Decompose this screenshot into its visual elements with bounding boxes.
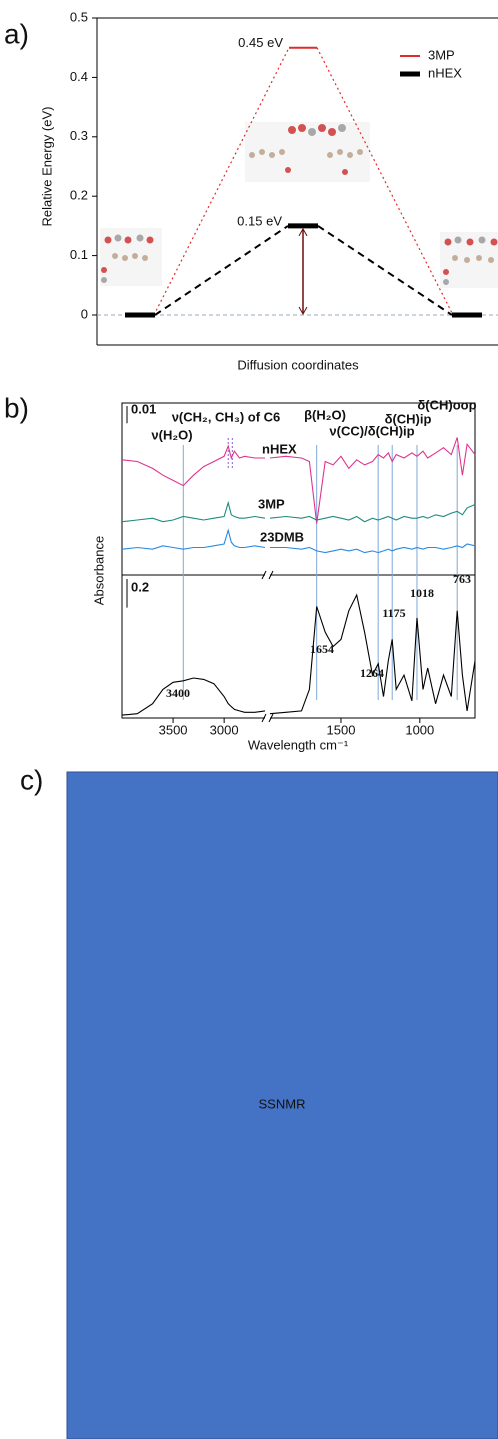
spectrum xyxy=(270,543,476,554)
y-tick-label: 0.5 xyxy=(70,9,88,24)
value-label: 0.45 eV xyxy=(238,35,283,50)
panel-label: b) xyxy=(4,392,29,423)
band-label: δ(CH)oop xyxy=(417,397,476,412)
connector xyxy=(154,225,289,316)
arrow-head xyxy=(298,306,308,316)
frame xyxy=(121,402,476,719)
scale-bar-label: 0.01 xyxy=(131,401,156,416)
peak-label: 1175 xyxy=(382,606,405,620)
spectrum xyxy=(121,528,266,550)
peak-label: 763 xyxy=(453,572,471,586)
x-tick-label: 3500 xyxy=(159,722,188,737)
placeholder-text: SSNMR xyxy=(259,1096,306,1111)
band-label: β(H₂O) xyxy=(304,407,346,422)
peak-label: 3400 xyxy=(166,686,190,700)
spectrum xyxy=(121,677,266,716)
spectrum xyxy=(269,503,476,523)
arrow-head xyxy=(298,227,308,237)
x-axis-label: Diffusion coordinates xyxy=(237,357,359,372)
break-mark xyxy=(261,713,274,723)
molecule-middle xyxy=(245,122,370,182)
y-tick-label: 0.1 xyxy=(70,247,88,262)
x-axis-label: Wavelength cm⁻¹ xyxy=(248,737,349,752)
panel-label: c) xyxy=(20,764,43,795)
x-tick-label: 1500 xyxy=(327,722,356,737)
y-tick-label: 0.3 xyxy=(70,128,88,143)
peak-label: 1654 xyxy=(310,642,334,656)
y-axis-label: Absorbance xyxy=(91,536,106,605)
trace-label: 23DMB xyxy=(260,529,304,544)
panel-label: a) xyxy=(4,18,29,49)
y-tick-label: 0.2 xyxy=(70,188,88,203)
peak-label: 1264 xyxy=(360,666,384,680)
y-tick-label: 0 xyxy=(81,306,88,321)
trace-label: 3MP xyxy=(258,496,285,511)
spectrum xyxy=(121,444,265,487)
break-gap xyxy=(265,714,270,722)
x-tick-label: 1000 xyxy=(405,722,434,737)
band-label: ν(H₂O) xyxy=(151,427,192,442)
y-tick-label: 0.4 xyxy=(70,69,88,84)
legend-label: nHEX xyxy=(428,65,462,80)
trace-label: nHEX xyxy=(262,441,297,456)
break-mark xyxy=(261,570,274,580)
spectrum xyxy=(121,500,266,523)
molecule-right xyxy=(440,232,498,288)
molecule-left xyxy=(100,228,162,286)
value-label: 0.15 eV xyxy=(237,213,282,228)
spectrum xyxy=(269,437,476,524)
connector xyxy=(317,225,453,316)
legend-label: 3MP xyxy=(428,47,455,62)
spectrum xyxy=(269,593,476,715)
band-label: ν(CC)/δ(CH)ip xyxy=(329,423,414,438)
y-axis-label: Relative Energy (eV) xyxy=(39,107,54,227)
scale-bar-label: 0.2 xyxy=(131,579,149,594)
band-label: ν(CH₂, CH₃) of C6 xyxy=(172,409,281,424)
placeholder-box xyxy=(66,771,498,1439)
peak-label: 1018 xyxy=(410,586,434,600)
band-label: δ(CH)ip xyxy=(385,411,432,426)
break-gap xyxy=(265,571,270,579)
x-tick-label: 3000 xyxy=(210,722,239,737)
